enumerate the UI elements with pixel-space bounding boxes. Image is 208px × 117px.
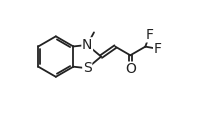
Text: O: O bbox=[125, 62, 136, 76]
Text: N: N bbox=[82, 38, 92, 52]
Text: F: F bbox=[146, 28, 154, 42]
Text: F: F bbox=[154, 42, 162, 56]
Text: S: S bbox=[83, 61, 92, 75]
